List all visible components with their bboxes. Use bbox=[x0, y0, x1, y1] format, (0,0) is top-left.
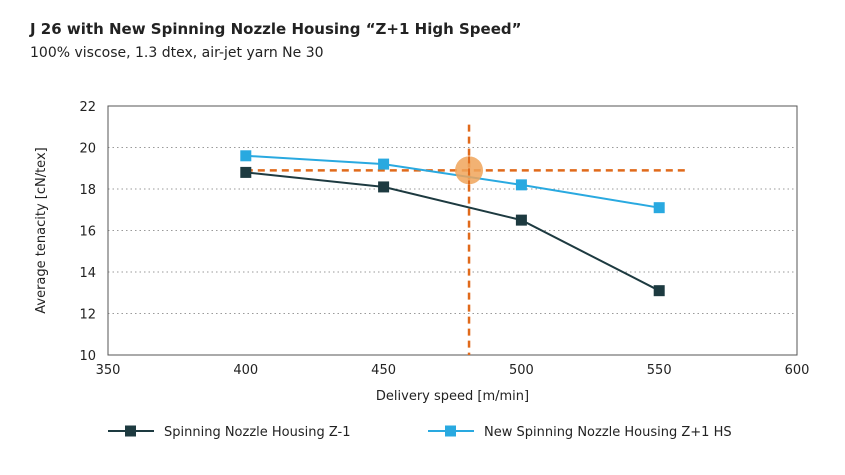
y-axis-label: Average tenacity [cN/tex] bbox=[34, 147, 49, 313]
series-2-line bbox=[245, 154, 660, 209]
y-tick-label: 16 bbox=[79, 225, 96, 240]
x-axis-label: Delivery speed [m/min] bbox=[376, 389, 529, 404]
series-1-point bbox=[653, 285, 665, 297]
series-1-point bbox=[240, 166, 252, 178]
series-2-point bbox=[515, 179, 527, 191]
y-tick-label: 12 bbox=[79, 308, 96, 323]
series-1-point bbox=[515, 214, 527, 226]
x-tick-label: 550 bbox=[647, 363, 672, 378]
series-1-line bbox=[245, 171, 660, 292]
y-tick-label: 14 bbox=[79, 266, 96, 281]
x-tick-label: 450 bbox=[371, 363, 396, 378]
chart-title: J 26 with New Spinning Nozzle Housing “Z… bbox=[30, 20, 522, 38]
legend-label: Spinning Nozzle Housing Z-1 bbox=[164, 425, 351, 440]
plot-frame bbox=[107, 105, 798, 356]
chart-subtitle: 100% viscose, 1.3 dtex, air-jet yarn Ne … bbox=[30, 45, 324, 61]
y-tick-label: 22 bbox=[79, 100, 96, 115]
series-2-point bbox=[653, 202, 665, 214]
series-1-point bbox=[378, 181, 390, 193]
y-tick-label: 18 bbox=[79, 183, 96, 198]
x-tick-label: 500 bbox=[509, 363, 534, 378]
x-tick-label: 600 bbox=[785, 363, 810, 378]
x-tick-label: 350 bbox=[96, 363, 121, 378]
series-2-point bbox=[378, 158, 390, 170]
y-tick-label: 10 bbox=[79, 349, 96, 364]
series-2-point bbox=[240, 150, 252, 162]
x-tick-label: 400 bbox=[233, 363, 258, 378]
legend-marker bbox=[445, 425, 456, 437]
legend-marker bbox=[125, 425, 136, 437]
legend-label: New Spinning Nozzle Housing Z+1 HS bbox=[484, 425, 732, 440]
y-tick-label: 20 bbox=[79, 142, 96, 157]
